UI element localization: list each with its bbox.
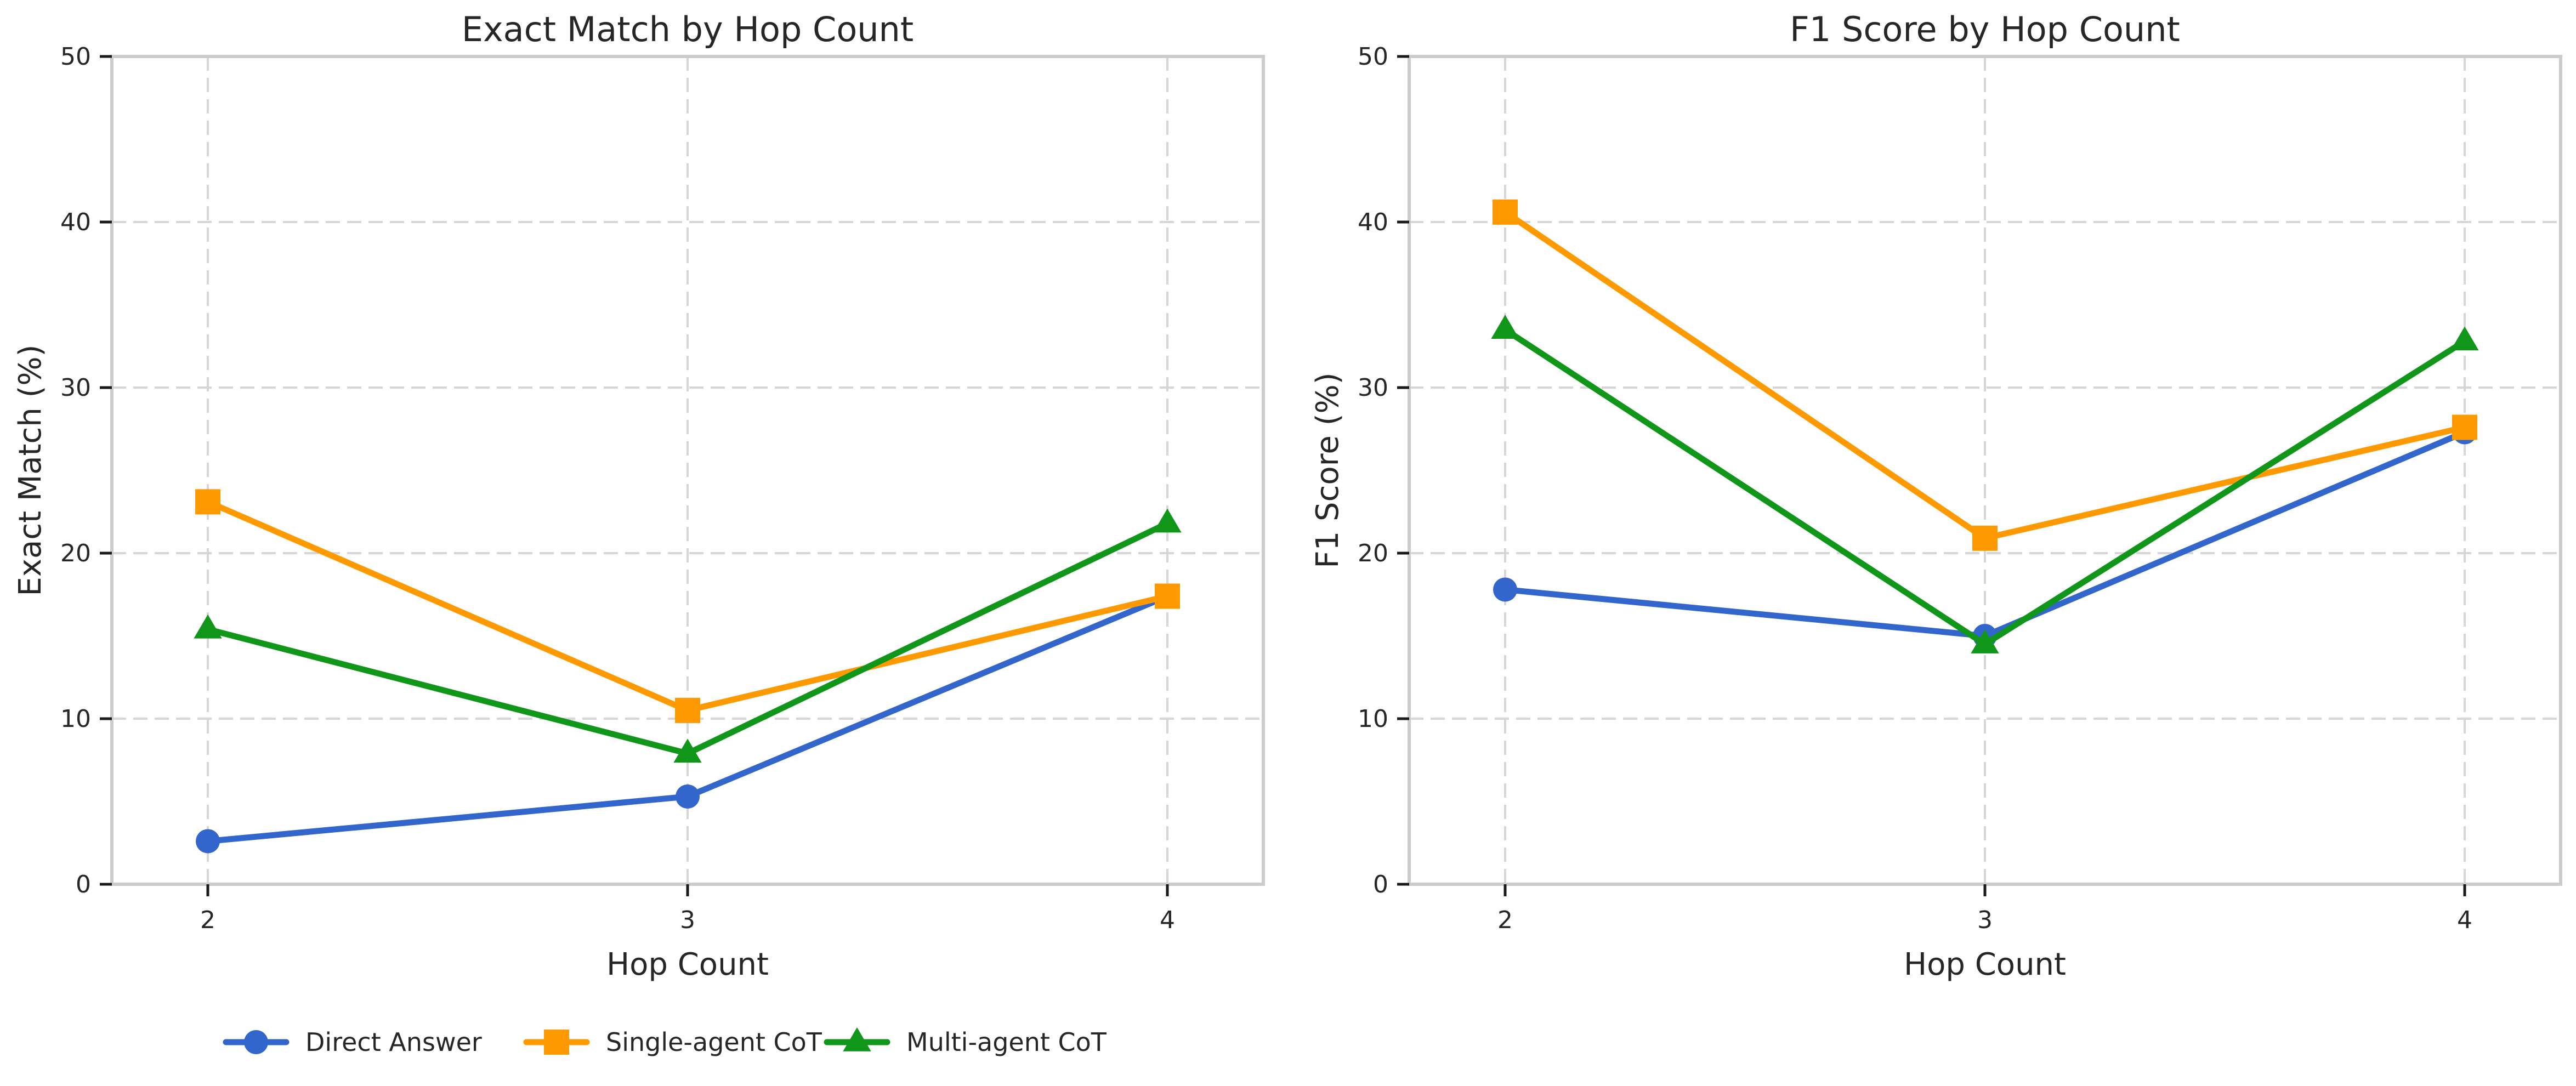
legend-item-multi-agent-cot: Multi-agent CoT: [824, 1027, 1107, 1057]
y-tick-label: 10: [60, 705, 91, 733]
y-tick-label: 50: [1358, 43, 1388, 71]
legend-marker-square: [544, 1030, 569, 1055]
y-tick-label: 0: [1373, 871, 1388, 899]
legend-marker-triangle: [843, 1027, 871, 1051]
y-tick-label: 40: [60, 208, 91, 236]
data-point-single-agent-cot: [1972, 525, 1998, 551]
x-axis-label: Hop Count: [1904, 947, 2066, 982]
x-tick-label: 2: [1497, 906, 1513, 934]
y-tick-label: 30: [60, 374, 91, 402]
x-tick-label: 2: [200, 906, 215, 934]
y-axis-label: Exact Match (%): [13, 345, 48, 596]
legend-item-single-agent-cot: Single-agent CoT: [523, 1027, 822, 1057]
data-point-single-agent-cot: [1493, 199, 1518, 225]
x-tick-label: 4: [2457, 906, 2472, 934]
legend-label: Single-agent CoT: [606, 1027, 822, 1057]
y-tick-label: 20: [60, 539, 91, 567]
series-multi-agent-cot: [194, 508, 1182, 763]
y-tick-label: 30: [1358, 374, 1388, 402]
legend-item-direct-answer: Direct Answer: [223, 1027, 482, 1057]
chart-title: Exact Match by Hop Count: [462, 9, 913, 49]
x-tick-label: 4: [1160, 906, 1175, 934]
data-point-direct-answer: [676, 784, 700, 809]
y-tick-label: 40: [1358, 208, 1388, 236]
legend-marker-circle: [244, 1030, 268, 1054]
series-single-agent-cot: [1493, 199, 2477, 551]
series-multi-agent-cot: [1491, 315, 2479, 653]
data-point-multi-agent-cot: [1491, 315, 1519, 339]
y-tick-label: 0: [76, 871, 91, 899]
series-single-agent-cot: [195, 489, 1180, 723]
chart-panel-1: 0 10 20 30 40 50 2 3 4 Exact Match by Hop Count Ho…: [13, 9, 1265, 982]
data-point-multi-agent-cot: [1153, 508, 1182, 533]
data-point-multi-agent-cot: [673, 738, 702, 763]
y-tick-label: 20: [1358, 539, 1388, 567]
data-point-single-agent-cot: [1155, 583, 1180, 609]
chart-panel-2: 0 10 20 30 40 50 2 3 4 F1 Score by Hop Count Hop C…: [1310, 9, 2562, 982]
chart-title: F1 Score by Hop Count: [1790, 9, 2180, 49]
x-tick-label: 3: [1977, 906, 1993, 934]
data-point-multi-agent-cot: [2450, 326, 2479, 351]
legend: Direct Answer Single-agent CoT Multi-agent…: [223, 1027, 1107, 1057]
data-point-multi-agent-cot: [1971, 629, 1999, 653]
y-tick-label: 50: [60, 43, 91, 71]
x-axis-label: Hop Count: [606, 947, 769, 982]
legend-label: Direct Answer: [305, 1027, 482, 1057]
x-tick-label: 3: [680, 906, 695, 934]
legend-label: Multi-agent CoT: [906, 1027, 1107, 1057]
y-axis-label: F1 Score (%): [1310, 372, 1346, 568]
data-point-direct-answer: [1493, 577, 1517, 602]
data-point-direct-answer: [196, 829, 220, 854]
data-point-single-agent-cot: [675, 697, 700, 723]
data-point-single-agent-cot: [195, 489, 220, 515]
y-tick-label: 10: [1358, 705, 1388, 733]
data-point-single-agent-cot: [2452, 414, 2477, 440]
data-point-multi-agent-cot: [194, 614, 222, 639]
